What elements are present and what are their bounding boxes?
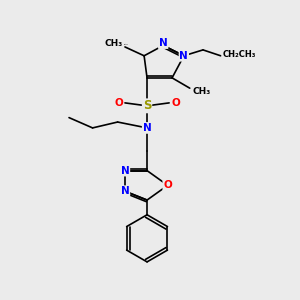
Text: N: N <box>121 166 129 176</box>
Text: CH₂CH₃: CH₂CH₃ <box>222 50 256 59</box>
Text: O: O <box>171 98 180 108</box>
Text: O: O <box>114 98 123 108</box>
Text: CH₃: CH₃ <box>192 87 211 96</box>
Text: O: O <box>163 180 172 190</box>
Text: methyl: methyl <box>124 44 128 46</box>
Text: CH₃: CH₃ <box>104 39 122 48</box>
Text: N: N <box>143 123 152 133</box>
Text: N: N <box>179 51 188 61</box>
Text: N: N <box>159 38 168 48</box>
Text: N: N <box>121 186 129 196</box>
Text: S: S <box>143 99 151 112</box>
